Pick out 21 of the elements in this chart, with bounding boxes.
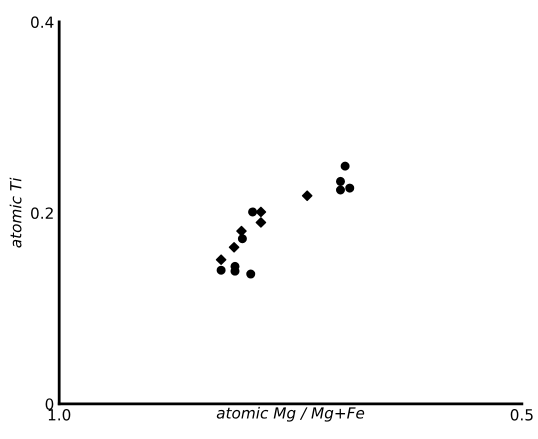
- point: [248, 207, 258, 216]
- y-tick-label: 0: [46, 398, 54, 410]
- y-tick-label: 0.4: [31, 16, 54, 28]
- x-axis-title: atomic Mg / Mg+Fe: [216, 406, 364, 422]
- y-tick-label: 0.2: [31, 207, 53, 219]
- point: [236, 226, 247, 236]
- point: [345, 184, 354, 193]
- point: [302, 190, 312, 202]
- point: [216, 266, 226, 275]
- x-tick-label: 1.0: [48, 409, 70, 421]
- point: [216, 254, 226, 266]
- point: [336, 176, 345, 186]
- point: [238, 234, 247, 244]
- point: [256, 217, 266, 228]
- point: [246, 270, 256, 279]
- point: [340, 162, 350, 171]
- x-tick-label: 0.5: [510, 409, 533, 421]
- point: [336, 186, 345, 194]
- y-axis-title: atomic Ti: [10, 178, 22, 248]
- point: [256, 206, 266, 218]
- point: [228, 242, 240, 253]
